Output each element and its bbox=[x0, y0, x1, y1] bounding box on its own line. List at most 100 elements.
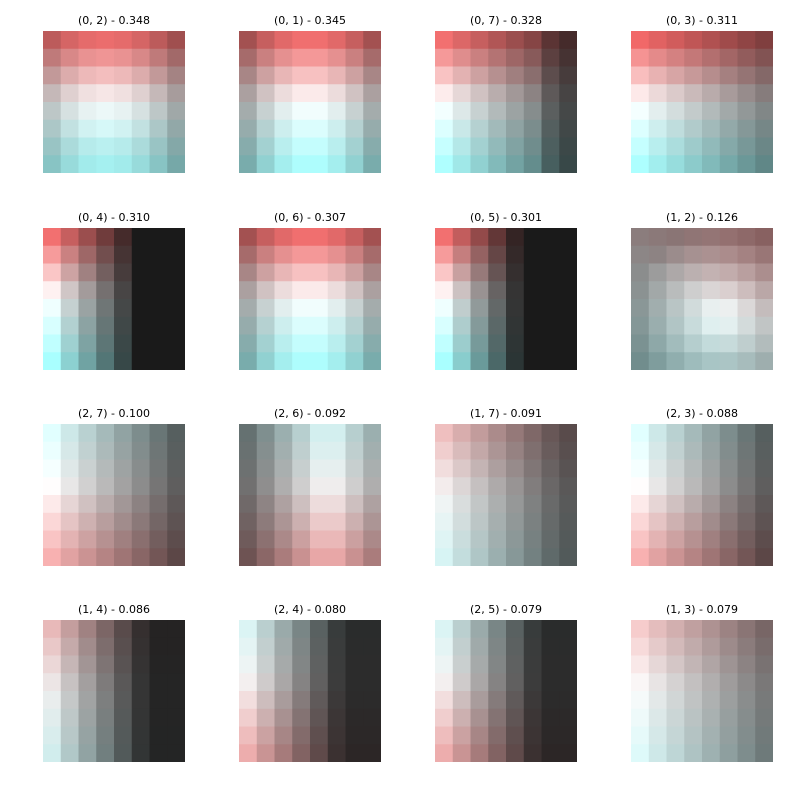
heatmap-cell bbox=[274, 281, 293, 300]
heatmap-cell bbox=[310, 119, 329, 138]
heatmap-cell bbox=[523, 299, 542, 318]
heatmap-cell bbox=[345, 66, 364, 85]
heatmap-cell bbox=[239, 31, 258, 50]
heatmap-cell bbox=[523, 228, 542, 247]
heatmap-cell bbox=[559, 424, 577, 443]
heatmap-cell bbox=[363, 84, 381, 103]
heatmap-cell bbox=[114, 637, 133, 656]
heatmap-cell bbox=[470, 655, 489, 674]
heatmap-cell bbox=[470, 495, 489, 514]
heatmap-cell bbox=[523, 512, 542, 531]
heatmap-cell bbox=[737, 620, 756, 639]
heatmap-cell bbox=[167, 441, 185, 460]
heatmap-cell bbox=[256, 155, 275, 173]
heatmap-cell bbox=[256, 48, 275, 67]
heatmap-cell bbox=[666, 66, 685, 85]
heatmap-cell bbox=[506, 726, 525, 745]
heatmap-cell bbox=[327, 155, 346, 173]
heatmap-cell bbox=[470, 352, 489, 370]
heatmap-cell bbox=[131, 744, 150, 762]
heatmap-cell bbox=[327, 673, 346, 692]
heatmap-cell bbox=[435, 84, 454, 103]
heatmap-cell bbox=[523, 245, 542, 264]
heatmap-cell bbox=[131, 620, 150, 639]
heatmap-cell bbox=[719, 655, 738, 674]
heatmap-cell bbox=[292, 66, 311, 85]
heatmap-cell bbox=[256, 299, 275, 318]
heatmap-cell bbox=[488, 477, 507, 496]
heatmap-cell bbox=[666, 548, 685, 566]
heatmap-cell bbox=[114, 155, 133, 173]
heatmap-grid bbox=[239, 424, 381, 566]
heatmap-cell bbox=[684, 744, 703, 762]
heatmap-cell bbox=[363, 548, 381, 566]
heatmap-cell bbox=[149, 477, 168, 496]
heatmap-cell bbox=[435, 137, 454, 156]
heatmap-cell bbox=[274, 691, 293, 710]
heatmap-cell bbox=[256, 673, 275, 692]
heatmap-cell bbox=[648, 137, 667, 156]
heatmap-cell bbox=[719, 137, 738, 156]
heatmap-cell bbox=[327, 352, 346, 370]
heatmap-cell bbox=[506, 299, 525, 318]
heatmap-cell bbox=[167, 708, 185, 727]
heatmap-cell bbox=[506, 119, 525, 138]
heatmap-cell bbox=[96, 299, 115, 318]
heatmap-cell bbox=[96, 548, 115, 566]
heatmap-cell bbox=[666, 137, 685, 156]
heatmap-cell bbox=[702, 530, 721, 549]
heatmap-cell bbox=[345, 441, 364, 460]
heatmap-cell bbox=[114, 84, 133, 103]
heatmap-cell bbox=[666, 512, 685, 531]
heatmap-cell bbox=[737, 334, 756, 353]
heatmap-cell bbox=[43, 512, 62, 531]
heatmap-cell bbox=[60, 31, 79, 50]
heatmap-cell bbox=[96, 673, 115, 692]
heatmap-cell bbox=[256, 334, 275, 353]
heatmap-cell bbox=[131, 495, 150, 514]
heatmap-cell bbox=[96, 48, 115, 67]
heatmap-cell bbox=[327, 512, 346, 531]
heatmap-cell bbox=[345, 137, 364, 156]
heatmap-cell bbox=[523, 84, 542, 103]
heatmap-cell bbox=[274, 84, 293, 103]
heatmap-cell bbox=[96, 459, 115, 478]
heatmap-cell bbox=[559, 228, 577, 247]
heatmap-cell bbox=[43, 708, 62, 727]
heatmap-cell bbox=[541, 352, 560, 370]
heatmap-cell bbox=[541, 263, 560, 282]
heatmap-cell bbox=[149, 281, 168, 300]
heatmap-cell bbox=[43, 477, 62, 496]
heatmap-cell bbox=[523, 673, 542, 692]
heatmap-cell bbox=[363, 655, 381, 674]
heatmap-cell bbox=[684, 691, 703, 710]
heatmap-cell bbox=[345, 281, 364, 300]
heatmap-cell bbox=[131, 263, 150, 282]
heatmap-cell bbox=[345, 352, 364, 370]
heatmap-cell bbox=[684, 228, 703, 247]
heatmap-cell bbox=[363, 441, 381, 460]
heatmap-cell bbox=[755, 352, 773, 370]
heatmap-cell bbox=[755, 726, 773, 745]
heatmap-cell bbox=[631, 691, 650, 710]
heatmap-cell bbox=[78, 495, 97, 514]
heatmap-cell bbox=[559, 48, 577, 67]
heatmap-cell bbox=[506, 620, 525, 639]
heatmap-cell bbox=[523, 334, 542, 353]
heatmap-cell bbox=[96, 637, 115, 656]
heatmap-cell bbox=[684, 637, 703, 656]
heatmap-cell bbox=[114, 673, 133, 692]
heatmap-cell bbox=[648, 334, 667, 353]
heatmap-cell bbox=[559, 66, 577, 85]
panel-title: (0, 4) - 0.310 bbox=[77, 211, 151, 224]
heatmap-cell bbox=[239, 655, 258, 674]
heatmap-cell bbox=[488, 102, 507, 121]
heatmap-cell bbox=[78, 548, 97, 566]
heatmap-cell bbox=[737, 691, 756, 710]
heatmap-cell bbox=[488, 155, 507, 173]
heatmap-cell bbox=[470, 102, 489, 121]
heatmap-cell bbox=[256, 228, 275, 247]
heatmap-cell bbox=[239, 66, 258, 85]
heatmap-cell bbox=[78, 512, 97, 531]
heatmap-cell bbox=[78, 655, 97, 674]
